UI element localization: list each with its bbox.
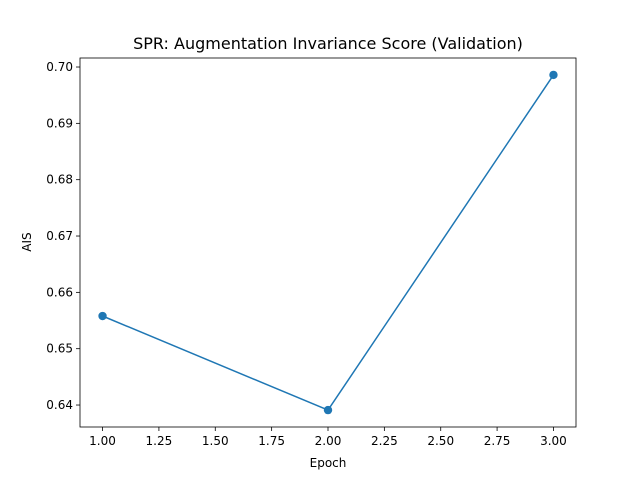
x-tick-label: 1.00 [89,434,116,448]
y-tick-label: 0.68 [46,173,73,187]
plot-area: 1.00 1.25 1.50 1.75 2.00 2.25 2.50 2.75 3.00 0.64… [46,57,577,448]
x-axis-label: Epoch [310,456,347,470]
x-tick-label: 3.00 [540,434,567,448]
x-tick-label: 1.50 [202,434,229,448]
x-tick-label: 1.25 [146,434,173,448]
y-axis-label: AIS [20,232,34,251]
data-point [98,311,107,321]
axes-frame [79,57,577,428]
x-tick-label: 2.25 [371,434,398,448]
x-tick-label: 2.75 [484,434,511,448]
y-tick-label: 0.65 [46,342,73,356]
data-point [549,70,558,80]
y-tick-label: 0.69 [46,116,73,130]
x-tick-label: 2.50 [427,434,454,448]
y-tick-label: 0.70 [46,60,73,74]
data-point [323,405,333,415]
y-tick-label: 0.67 [46,229,73,243]
y-tick-label: 0.64 [46,398,73,412]
y-tick-label: 0.66 [46,285,73,299]
x-tick-label: 1.75 [258,434,285,448]
chart-title: SPR: Augmentation Invariance Score (Vali… [133,34,523,53]
x-tick-label: 2.00 [315,434,342,448]
